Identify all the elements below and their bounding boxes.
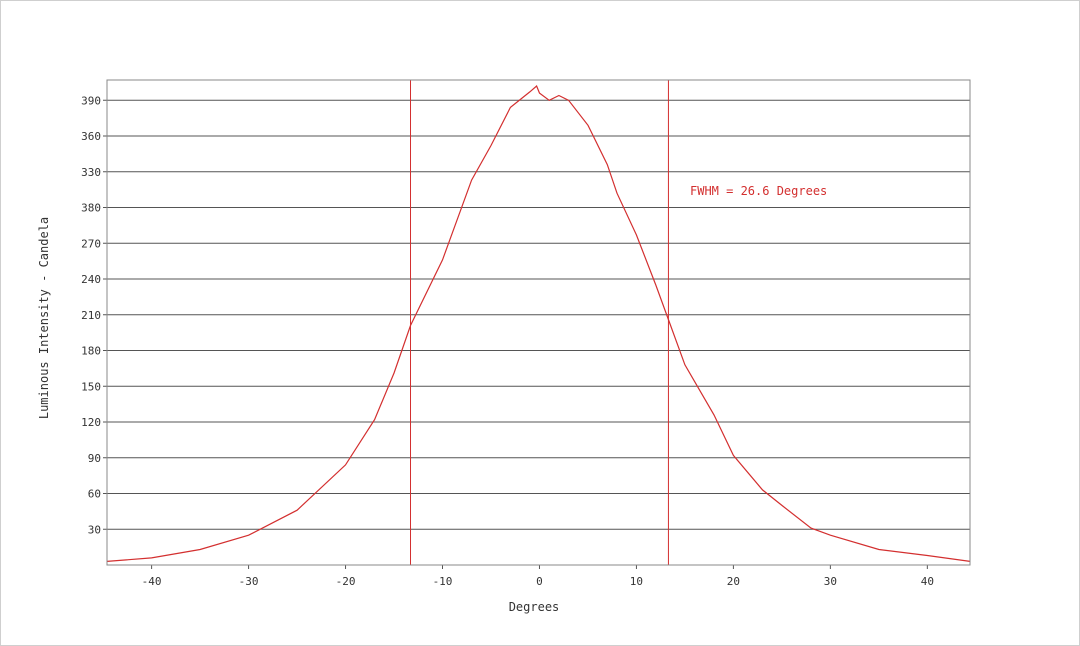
y-tick-label: 30 [88, 523, 101, 536]
y-tick-label: 150 [81, 380, 101, 393]
y-tick-label: 240 [81, 273, 101, 286]
x-tick-label: 20 [727, 575, 740, 588]
x-tick-label: 30 [824, 575, 837, 588]
x-axis-label: Degrees [509, 600, 560, 614]
fwhm-annotation: FWHM = 26.6 Degrees [690, 184, 827, 198]
y-tick-label: 60 [88, 488, 101, 501]
y-tick-label: 360 [81, 130, 101, 143]
y-tick-label: 270 [81, 237, 101, 250]
plot-area [106, 79, 971, 566]
x-tick-label: 0 [536, 575, 543, 588]
x-tick-label: -30 [239, 575, 259, 588]
y-tick-label: 380 [81, 202, 101, 215]
y-tick-label: 180 [81, 345, 101, 358]
y-tick-label: 210 [81, 309, 101, 322]
y-axis-label: Luminous Intensity - Candela [37, 217, 51, 419]
x-tick-label: -20 [336, 575, 356, 588]
y-tick-label: 390 [81, 94, 101, 107]
intensity-curve [106, 84, 971, 562]
x-tick-label: -40 [142, 575, 162, 588]
y-tick-label: 330 [81, 166, 101, 179]
x-tick-label: -10 [433, 575, 453, 588]
x-tick-label: 40 [921, 575, 934, 588]
y-tick-label: 120 [81, 416, 101, 429]
x-tick-label: 10 [630, 575, 643, 588]
y-tick-label: 90 [88, 452, 101, 465]
